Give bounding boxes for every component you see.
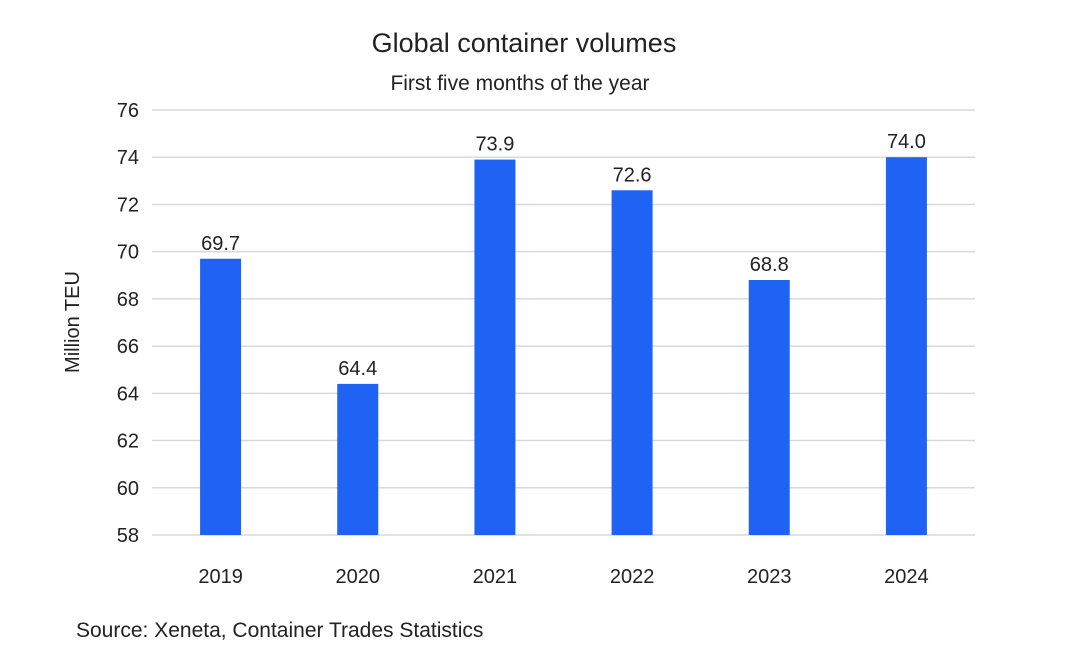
chart-title: Global container volumes (372, 28, 677, 58)
x-tick-label: 2020 (336, 566, 381, 588)
x-tick-label: 2022 (610, 566, 655, 588)
x-tick-label: 2023 (747, 566, 792, 588)
bar-value-label: 72.6 (613, 164, 652, 186)
bar (885, 157, 927, 535)
y-tick-label: 62 (117, 431, 139, 453)
y-tick-label: 60 (117, 478, 139, 500)
bar-value-label: 68.8 (750, 254, 789, 276)
x-axis-ticks: 2019 2020 2021 2022 2023 2024 (198, 566, 928, 588)
y-axis-ticks: 58 60 62 64 66 68 70 72 74 76 (117, 100, 139, 547)
y-axis-label: Million TEU (62, 271, 84, 373)
data-labels: 69.7 64.4 73.9 72.6 68.8 74.0 (201, 131, 926, 380)
chart-subtitle: First five months of the year (390, 72, 649, 95)
bar (474, 159, 516, 536)
y-tick-label: 66 (117, 336, 139, 358)
source-note: Source: Xeneta, Container Trades Statist… (76, 619, 484, 642)
y-tick-label: 68 (117, 289, 139, 311)
bar (200, 258, 242, 535)
bar (748, 280, 790, 535)
bars (200, 157, 927, 536)
y-tick-label: 76 (117, 100, 139, 122)
bar-value-label: 74.0 (887, 131, 926, 153)
bar-value-label: 69.7 (201, 233, 240, 255)
bar-value-label: 64.4 (338, 358, 377, 380)
gridlines (152, 109, 975, 536)
x-tick-label: 2019 (198, 566, 243, 588)
x-tick-label: 2024 (884, 566, 929, 588)
y-tick-label: 74 (117, 147, 139, 169)
y-tick-label: 72 (117, 194, 139, 216)
y-tick-label: 58 (117, 525, 139, 547)
y-tick-label: 64 (117, 383, 139, 405)
bar-value-label: 73.9 (475, 134, 514, 156)
bar (611, 190, 653, 535)
bar (337, 383, 379, 535)
y-tick-label: 70 (117, 242, 139, 264)
x-tick-label: 2021 (473, 566, 518, 588)
